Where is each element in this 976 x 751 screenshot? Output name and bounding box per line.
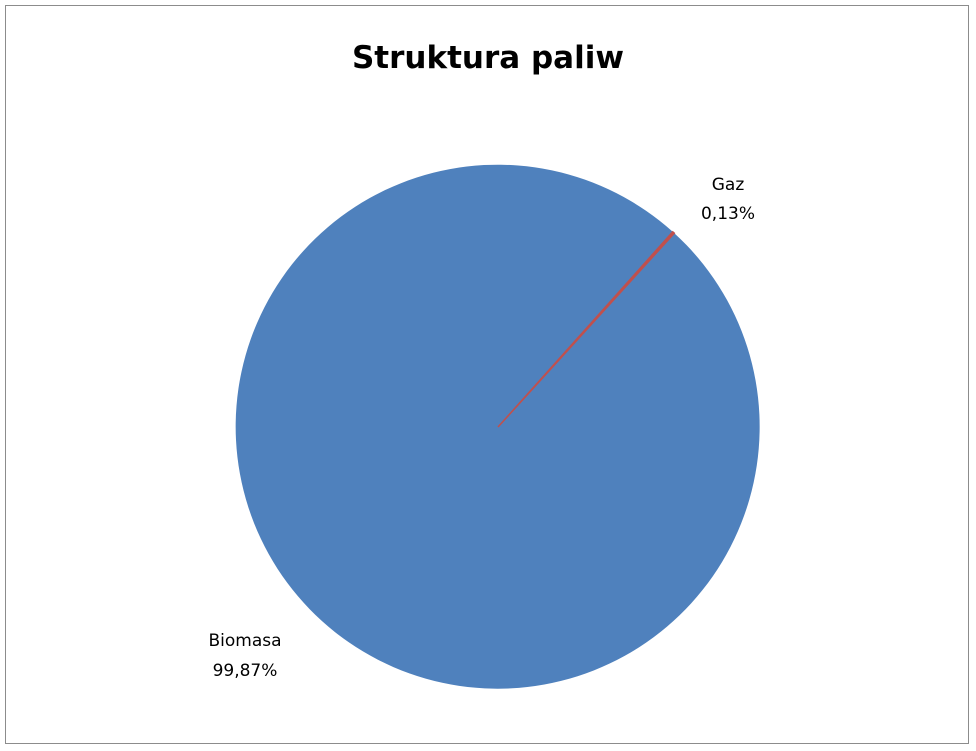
slice-label-gaz: Gaz <box>712 175 745 195</box>
slice-label-biomasa: Biomasa <box>208 631 281 651</box>
slice-value-biomasa: 99,87% <box>213 661 278 681</box>
chart-title: Struktura paliw <box>351 40 624 76</box>
pie-slice-gaz <box>497 230 676 428</box>
pie-slices <box>235 164 760 689</box>
slice-value-gaz: 0,13% <box>701 204 755 224</box>
pie-labels: Biomasa 99,87% Gaz 0,13% <box>208 175 755 681</box>
